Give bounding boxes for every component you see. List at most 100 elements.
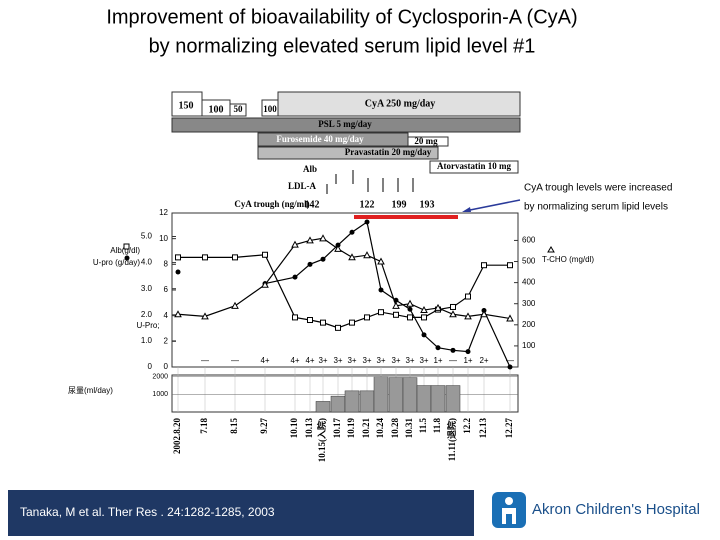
t-cho-point [377, 257, 385, 265]
t-cho-point [434, 303, 442, 311]
cya-bar [277, 91, 521, 117]
legend-label: T-CHO (mg/dl) [542, 255, 594, 264]
annotation-arrow [464, 199, 521, 212]
alb-point [378, 309, 384, 316]
u-pro-grade: 3+ [347, 356, 356, 365]
u-pro-grade: 4+ [290, 356, 299, 365]
dose-box [229, 103, 247, 117]
legend-marker [123, 243, 130, 250]
alb-point [407, 314, 413, 321]
legend-label: U-pro (g/day) [93, 258, 140, 267]
u-pro-point [378, 287, 384, 293]
t_cho-line [177, 237, 511, 320]
t-cho-point [348, 253, 356, 261]
alb-point [481, 262, 487, 269]
y-tick-label: 600 [522, 236, 536, 245]
x-tick-label: 9.27 [259, 418, 269, 434]
treatment-label: CyA 250 mg/day [365, 98, 436, 109]
y-tick-label: 0 [164, 362, 169, 371]
u-pro-grade: 3+ [419, 356, 428, 365]
marker-arrows [326, 170, 414, 194]
urine-bar [373, 376, 389, 413]
x-tick-label: 10.10 [289, 418, 299, 439]
cya-trough-value: 193 [420, 199, 435, 210]
dose-label: 100 [209, 104, 224, 115]
legend-label: Alb(g/dl) [110, 246, 140, 255]
u-pro-point [307, 261, 313, 267]
annotation-arrow-head [462, 207, 471, 212]
dose-label: 100 [263, 104, 277, 114]
y-tick-label: 200 [522, 320, 536, 329]
cya-trough-value: 199 [392, 199, 407, 210]
citation: Tanaka, M et al. Ther Res . 24:1282-1285… [20, 505, 275, 519]
urine-bar [315, 401, 331, 413]
urine-bar [344, 390, 360, 413]
t-cho-point [201, 312, 209, 320]
alb-point [393, 311, 399, 318]
u-pro-grade: 3+ [362, 356, 371, 365]
marker-label: LDL-A [288, 181, 317, 191]
t-cho-point [506, 314, 514, 322]
y-tick-label: 100 [522, 341, 536, 350]
u-pro-point [507, 364, 513, 370]
y-tick-label: 1.0 [141, 336, 153, 345]
legend-marker [124, 255, 130, 261]
t-cho-point [306, 236, 314, 244]
u-pro-grade: — [506, 356, 514, 365]
urine-bar [388, 377, 404, 413]
u-pro-point [465, 349, 471, 355]
x-tick-label: 10.28 [390, 418, 400, 439]
atorvastatin-bar [429, 160, 519, 174]
u-pro-grade: — [201, 356, 209, 365]
logo-mark [505, 497, 513, 505]
u-pro-point [421, 332, 427, 338]
t-cho-point [231, 301, 239, 309]
u-pro-point [407, 306, 413, 312]
x-tick-label: 11.8 [432, 418, 442, 434]
x-tick-label: 2002.8.20 [172, 418, 182, 455]
annotation-line: by normalizing serum lipid levels [524, 202, 668, 213]
y-tick-label: 0 [148, 362, 153, 371]
marker-label: Alb [303, 164, 317, 174]
treatment-label: 20 mg [414, 136, 438, 146]
logo-text: Akron Children's Hospital [532, 501, 700, 518]
x-tick-label: 8.15 [229, 418, 239, 434]
u-pro-grade: — [231, 356, 239, 365]
u-pro-grade: 3+ [376, 356, 385, 365]
x-tick-label: 7.18 [199, 418, 209, 434]
u-pro-row-label: U-Pro; [136, 321, 159, 330]
y-tick-label: 10 [159, 234, 168, 243]
t-cho-point [480, 310, 488, 318]
title-line: by normalizing elevated serum lipid leve… [149, 35, 536, 57]
y-tick-label: 4.0 [141, 258, 153, 267]
alb-point [292, 314, 298, 321]
u-pro-grade: 2+ [479, 356, 488, 365]
t-cho-point [392, 301, 400, 309]
alb-point [232, 254, 238, 261]
t-cho-point [319, 234, 327, 242]
u-pro-grade: 1+ [463, 356, 472, 365]
u-pro-grade: — [449, 356, 457, 365]
alb-line [178, 254, 510, 329]
logo-mark [502, 508, 516, 524]
plot-frame [171, 212, 519, 368]
x-tick-label: 10.15(入院) [316, 418, 327, 462]
u-pro-grade: 4+ [260, 356, 269, 365]
t-cho-point [174, 310, 182, 318]
u-pro-grade: 3+ [391, 356, 400, 365]
u-pro-point [450, 347, 456, 353]
dose-label: 50 [234, 104, 244, 114]
treatment-label: Atorvastatin 10 mg [437, 161, 511, 171]
urine-bar [445, 385, 461, 413]
alb-point [450, 303, 456, 310]
cya-trough-value: 142 [305, 199, 320, 210]
x-tick-label: 12.27 [504, 418, 514, 439]
u-pro-point [435, 345, 441, 351]
t-cho-point [449, 310, 457, 318]
marker-label: CyA trough (ng/ml) [234, 199, 309, 209]
y-tick-label: 2 [164, 336, 169, 345]
u-pro-point [292, 274, 298, 280]
y-tick-label: 4 [164, 311, 169, 320]
treatment-label: PSL 5 mg/day [318, 119, 372, 129]
